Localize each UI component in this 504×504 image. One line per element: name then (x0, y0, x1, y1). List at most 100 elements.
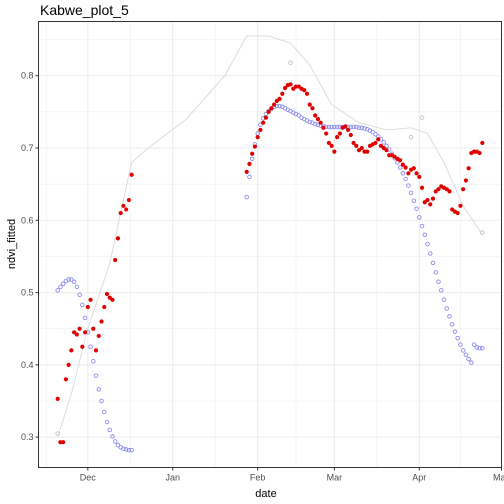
red-data-point (313, 113, 318, 118)
blue-data-point (356, 125, 362, 131)
y-tick-label: 0.8 (21, 71, 34, 81)
red-data-point (96, 333, 101, 339)
x-tick-label: Jan (165, 473, 180, 483)
trend-line (57, 35, 483, 438)
red-data-point (304, 91, 310, 96)
red-data-point (359, 145, 364, 151)
blue-data-point (58, 284, 63, 290)
blue-data-point (80, 302, 85, 308)
blue-data-point (66, 277, 71, 282)
red-data-point (466, 166, 471, 171)
blue-data-point (334, 124, 340, 130)
panel-border (38, 21, 502, 468)
blue-data-point (77, 292, 82, 297)
blue-data-point (425, 241, 430, 247)
red-data-point (61, 440, 66, 445)
grey-data-point (288, 60, 293, 66)
red-data-point (69, 348, 74, 353)
x-tick-label: Dec (80, 473, 97, 483)
blue-data-point (471, 342, 477, 347)
blue-data-point (422, 232, 428, 237)
red-data-point (121, 203, 126, 208)
blue-data-point (441, 297, 447, 303)
red-data-point (321, 125, 326, 130)
blue-data-point (104, 419, 110, 425)
blue-data-point (469, 360, 474, 365)
blue-data-point (110, 434, 115, 439)
blue-data-point (452, 329, 458, 334)
red-data-point (337, 131, 342, 136)
blue-data-point (480, 345, 485, 351)
blue-data-point (74, 284, 80, 290)
y-tick-label: 0.7 (21, 143, 34, 153)
blue-data-point (69, 277, 74, 282)
blue-data-point (417, 215, 422, 220)
red-data-point (74, 332, 79, 337)
red-data-point (335, 135, 340, 140)
blue-data-point (112, 439, 118, 444)
red-data-point (406, 171, 411, 176)
blue-data-point (123, 447, 129, 452)
trend-line-layer (57, 35, 483, 438)
red-data-point (428, 202, 433, 207)
red-data-point (310, 106, 315, 111)
blue-data-point (315, 122, 321, 128)
grid-lines (38, 21, 502, 468)
blue-data-point (373, 132, 378, 137)
blue-data-point (126, 447, 132, 453)
red-data-point (455, 210, 460, 216)
red-data-point (261, 120, 266, 125)
red-data-point (288, 82, 293, 87)
grey-data-point (55, 431, 60, 436)
red-data-point (458, 203, 463, 208)
blue-data-point (82, 315, 88, 321)
red-data-point (436, 187, 441, 192)
red-data-point (419, 185, 425, 190)
y-axis-title: ndvi_fitted (6, 219, 18, 269)
red-data-point (91, 326, 96, 331)
red-data-point (324, 131, 329, 136)
red-data-point (318, 120, 323, 125)
red-data-point (85, 304, 90, 310)
grey-data-point (419, 115, 425, 120)
red-data-point (66, 362, 71, 367)
red-data-point (326, 140, 332, 146)
blue-data-point (449, 322, 455, 327)
red-data-point (247, 161, 252, 167)
red-data-point (348, 132, 353, 138)
red-data-point (272, 102, 277, 107)
blue-data-point (351, 124, 356, 130)
red-data-point (417, 174, 422, 180)
red-data-point (329, 143, 334, 148)
x-tick-label: May (493, 473, 504, 483)
blue-data-point (129, 447, 134, 453)
blue-data-point (477, 345, 482, 351)
red-data-point (115, 236, 121, 241)
blue-data-point (102, 409, 107, 415)
blue-data-point (91, 358, 96, 364)
red-data-point (280, 91, 285, 96)
red-data-point (400, 162, 405, 167)
blue-data-point (96, 387, 102, 392)
red-data-point (480, 140, 485, 146)
red-data-point (302, 88, 307, 93)
red-data-point (447, 189, 452, 194)
blue-data-point (258, 122, 263, 128)
red-data-point (365, 149, 370, 154)
x-tick-label: Apr (412, 473, 426, 483)
red-data-point (315, 116, 321, 122)
red-data-point (244, 169, 249, 174)
blue-data-point (447, 314, 452, 319)
y-tick-label: 0.5 (21, 288, 34, 298)
y-tick-label: 0.4 (21, 360, 34, 370)
blue-data-point (88, 344, 93, 350)
blue-data-point (115, 442, 121, 448)
blue-data-point (329, 124, 334, 130)
red-data-point (88, 297, 93, 302)
red-data-point (425, 197, 430, 203)
blue-data-point (277, 103, 282, 109)
red-data-point (118, 210, 123, 216)
blue-data-point (370, 129, 375, 135)
red-data-point (126, 197, 132, 203)
grey-data-point (408, 134, 414, 140)
